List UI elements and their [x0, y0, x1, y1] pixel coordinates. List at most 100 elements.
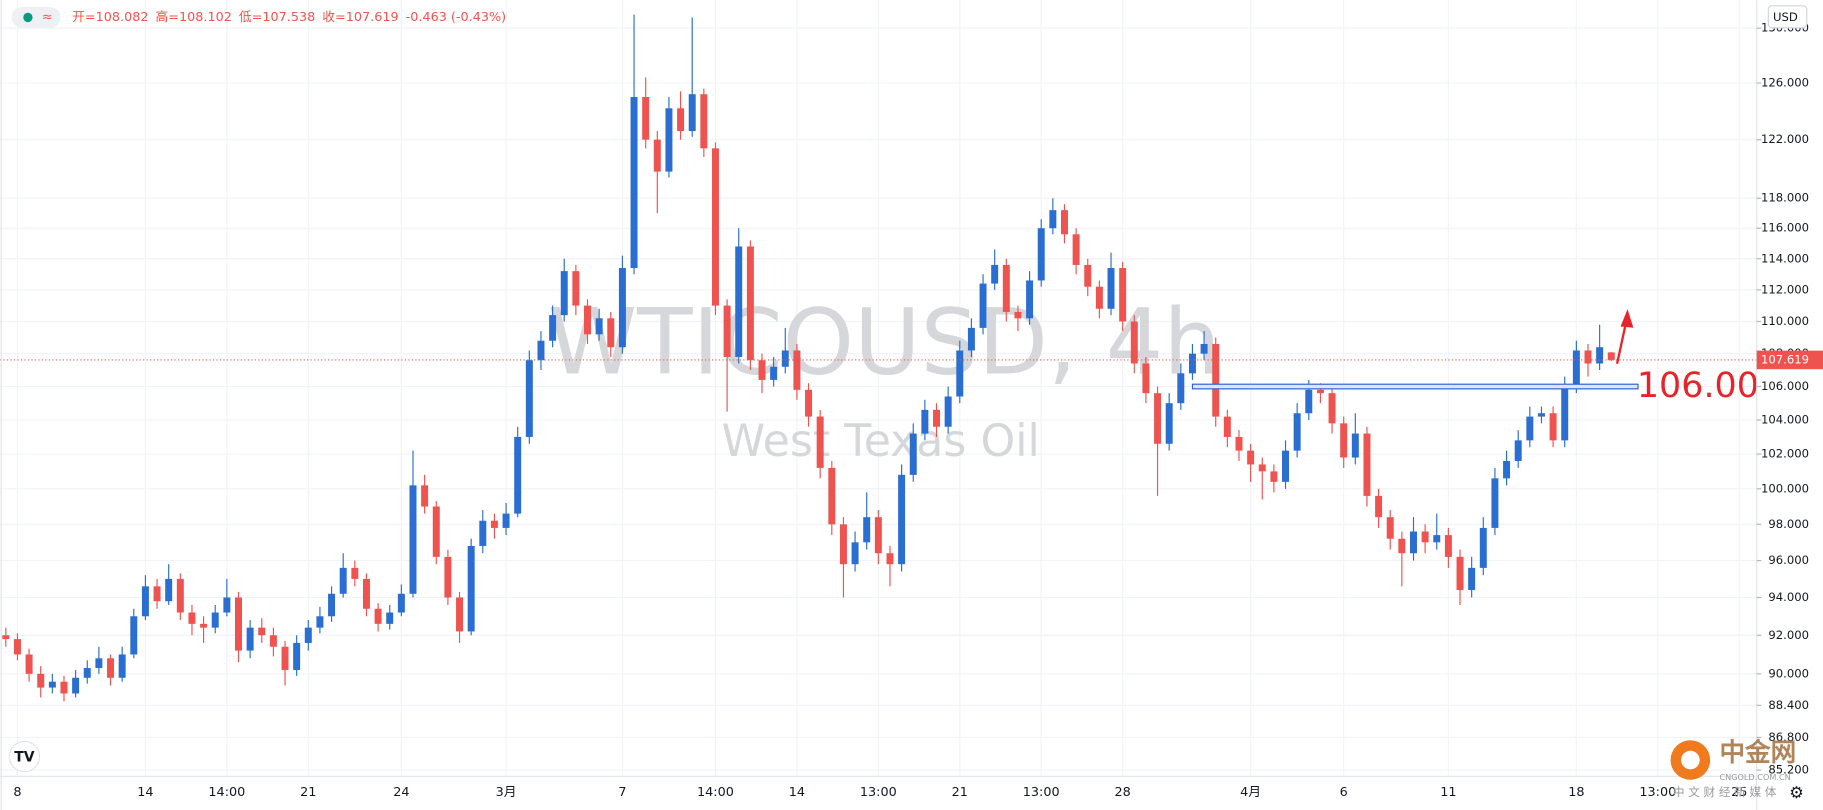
candle-body [863, 517, 871, 543]
x-tick-label: 24 [393, 785, 409, 800]
candle-body [781, 350, 789, 367]
candle-body [316, 616, 324, 628]
y-tick-label: 86.800 [1768, 730, 1809, 744]
candle-body [1514, 440, 1522, 461]
x-tick-label: 7 [618, 785, 626, 800]
candle-body [374, 608, 382, 624]
candle-body [235, 597, 242, 651]
x-tick-label: 3月 [496, 785, 517, 800]
candle-body [362, 578, 370, 609]
compare-icon[interactable]: ≈ [42, 10, 53, 25]
currency-label[interactable]: USD [1773, 10, 1798, 24]
y-tick-label: 100.000 [1761, 481, 1809, 495]
cngold-name: 中金网 [1719, 737, 1796, 768]
candle-body [328, 593, 336, 617]
candle-body [1270, 471, 1278, 482]
candle-body [1095, 286, 1103, 309]
x-tick-label: 4月 [1240, 785, 1261, 800]
candle-body [1282, 450, 1290, 482]
candle-body [1037, 228, 1045, 281]
candle-body [281, 646, 289, 670]
candle-body [502, 513, 510, 528]
x-tick-label: 13:00 [1639, 785, 1676, 800]
last-price-tag [1756, 350, 1823, 370]
annotation-label: 106.00 [1637, 366, 1759, 406]
status-pill[interactable] [11, 6, 61, 28]
annotation-arrow [1615, 320, 1628, 364]
candle-body [549, 315, 557, 341]
candle-body [1479, 527, 1487, 568]
x-tick-label: 11 [1440, 785, 1456, 800]
candle-body [1491, 478, 1499, 528]
grid [0, 0, 1757, 777]
candle-body [700, 94, 708, 149]
candle-body [1002, 264, 1010, 312]
candle-body [1607, 352, 1615, 360]
candle-body [1130, 321, 1138, 364]
candle-body [432, 506, 440, 557]
legend-item: 高=108.102 [156, 9, 232, 25]
y-tick-label: 90.000 [1768, 666, 1809, 680]
y-tick-label: 104.000 [1761, 412, 1809, 426]
candle-body [956, 350, 964, 397]
candle-body [851, 542, 859, 565]
candle-body [1084, 264, 1092, 287]
candle-body [1107, 268, 1115, 309]
currency-button[interactable] [1767, 5, 1808, 29]
candle-body [107, 658, 115, 678]
candle-body [1410, 531, 1417, 554]
candle-body [490, 520, 498, 528]
candle-body [642, 97, 650, 140]
candle-body [1526, 416, 1534, 441]
candle-body [2, 635, 10, 640]
candle-body [944, 396, 952, 427]
candle-body [514, 436, 522, 514]
x-tick-label: 8 [13, 785, 21, 800]
candle-body [304, 627, 312, 643]
candle-body [1258, 464, 1266, 472]
x-tick-label: 18 [1568, 785, 1584, 800]
candle-body [1293, 413, 1301, 451]
candle-body [1433, 535, 1441, 543]
x-tick-label: 13:00 [860, 785, 897, 800]
legend-item: 开=108.082 [72, 10, 148, 25]
candles: 106.00 [0, 14, 1759, 702]
candle-body [165, 578, 173, 602]
tv-logo[interactable] [8, 740, 41, 773]
candle-body [828, 467, 836, 525]
candle-body [898, 474, 906, 565]
candle-body [1386, 517, 1394, 539]
candle-body [95, 658, 103, 669]
y-tick-label: 106.000 [1761, 379, 1809, 393]
candle-body [386, 612, 394, 624]
candle-body [25, 654, 33, 674]
candle-body [816, 416, 824, 468]
candle-body [421, 485, 429, 507]
candle-body [1223, 416, 1231, 437]
settings-gear[interactable]: ⚙ [1789, 783, 1804, 802]
ohlc-legend: 开=108.082 高=108.102 低=107.538 收=107.619 -0.4… [72, 9, 506, 25]
candle-body [444, 556, 452, 598]
candle-body [130, 616, 138, 655]
last-price-label: 107.619 [1761, 352, 1809, 366]
candle-body [793, 350, 801, 390]
support-level [1191, 383, 1639, 390]
candle-body [537, 340, 545, 361]
candle-body [1456, 556, 1464, 591]
y-tick-label: 85.200 [1768, 763, 1809, 777]
candle-body [83, 668, 91, 678]
y-tick-label: 110.000 [1761, 314, 1809, 328]
y-tick-label: 114.000 [1761, 251, 1809, 265]
y-tick-label: 126.000 [1761, 76, 1809, 90]
x-tick-label: 14:00 [697, 785, 734, 800]
candle-body [525, 360, 533, 437]
candle-body [584, 305, 591, 335]
candle-body [1165, 403, 1173, 444]
candle-body [677, 108, 685, 132]
candle-body [141, 586, 149, 617]
legend-item: 收=107.619 [322, 10, 398, 25]
candle-body [456, 597, 464, 632]
candle-body [909, 433, 917, 475]
x-tick-label: 14:00 [208, 785, 245, 800]
